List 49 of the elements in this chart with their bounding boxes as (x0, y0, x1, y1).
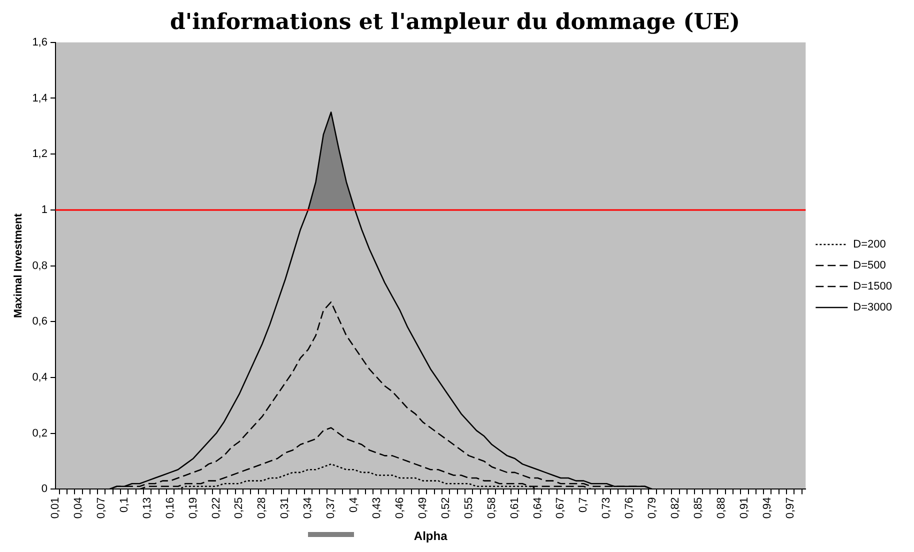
y-tick-label: 0,8 (32, 260, 48, 272)
x-tick-label: 0,97 (784, 497, 796, 519)
legend-label: D=3000 (853, 302, 892, 314)
x-tick-label: 0,31 (279, 497, 292, 519)
x-tick-label: 0,1 (118, 497, 130, 512)
y-tick-label: 0,2 (32, 427, 48, 440)
x-tick-label: 0,28 (256, 497, 268, 519)
y-tick-label: 1,2 (32, 148, 48, 160)
x-tick-label: 0,58 (486, 497, 498, 519)
x-tick-label: 0,73 (600, 497, 613, 519)
x-tick-label: 0,94 (761, 497, 774, 519)
y-tick-label: 0,4 (32, 372, 48, 384)
y-axis-title: Maximal Investment (12, 213, 25, 318)
x-tick-label: 0,13 (141, 497, 154, 519)
x-tick-label: 0,46 (394, 497, 406, 519)
x-tick-label: 0,76 (624, 497, 636, 519)
x-tick-label: 0,19 (187, 497, 200, 519)
x-tick-label: 0,49 (416, 497, 429, 519)
x-tick-label: 0,61 (508, 497, 521, 519)
y-tick-label: 1,4 (32, 92, 48, 104)
x-tick-label: 0,88 (715, 497, 728, 519)
x-tick-label: 0,52 (440, 497, 452, 519)
x-tick-label: 0,79 (646, 497, 659, 519)
x-tick-label: 0,16 (164, 497, 176, 519)
x-tick-label: 0,7 (578, 497, 590, 512)
x-tick-label: 0,22 (210, 497, 222, 519)
x-tick-label: 0,37 (325, 497, 338, 519)
x-tick-label: 0,85 (692, 497, 705, 519)
x-tick-label: 0,4 (348, 497, 360, 512)
x-tick-label: 0,01 (50, 497, 62, 519)
x-tick-label: 0,91 (738, 497, 750, 519)
x-tick-label: 0,25 (233, 497, 246, 519)
y-tick-label: 0,6 (32, 316, 48, 328)
x-tick-label: 0,55 (462, 497, 475, 519)
x-tick-label: 0,34 (302, 497, 314, 519)
x-tick-label: 0,64 (532, 497, 544, 519)
x-tick-label: 0,82 (670, 497, 682, 519)
x-tick-label: 0,07 (95, 497, 108, 519)
y-tick-label: 1 (41, 204, 48, 216)
x-axis-title: Alpha (414, 529, 448, 544)
x-tick-label: 0,43 (371, 497, 384, 519)
legend-label: D=1500 (853, 280, 892, 293)
y-tick-label: 1,6 (32, 36, 48, 48)
chart-title: d'informations et l'ampleur du dommage (UE) (170, 8, 740, 35)
x-tick-label: 0,67 (554, 497, 567, 519)
y-tick-label: 0 (41, 483, 48, 496)
legend-label: D=200 (853, 238, 886, 251)
legend-label: D=500 (853, 260, 886, 272)
x-tick-label: 0,04 (72, 497, 84, 519)
